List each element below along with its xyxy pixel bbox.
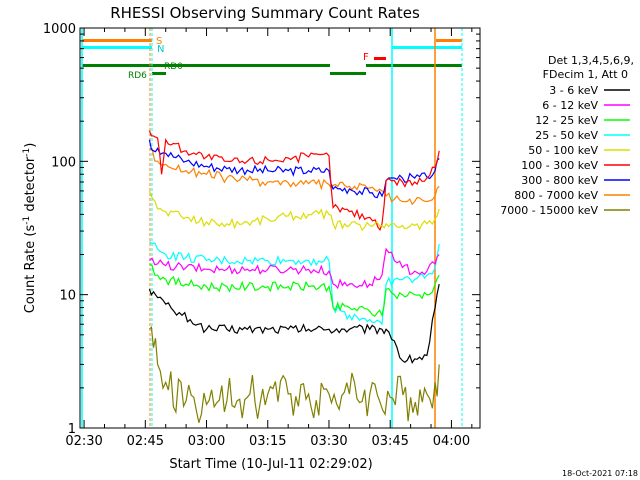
legend-label-7: 800 - 7000 keV — [514, 189, 598, 202]
saa-flag-bar-2 — [436, 39, 462, 42]
legend-header-2: FDecim 1, Att 0 — [543, 68, 628, 81]
series-line-7 — [149, 147, 440, 206]
legend-label-1: 6 - 12 keV — [542, 99, 598, 112]
legend-label-8: 7000 - 15000 keV — [500, 204, 598, 217]
flare-flag-label: F — [363, 52, 369, 63]
flare-flag-bar — [374, 57, 386, 60]
saa-flag-label: S — [156, 36, 162, 47]
decim-flag-label: RD0 — [164, 62, 183, 72]
night-flag-bar — [82, 46, 152, 49]
plot-frame — [79, 27, 481, 429]
series-line-5 — [148, 130, 440, 232]
saa-flag-bar — [82, 39, 152, 42]
night-flag-label: N — [157, 44, 164, 55]
series-line-3 — [149, 241, 440, 326]
legend-label-5: 100 - 300 keV — [521, 159, 598, 172]
series-line-4 — [148, 190, 440, 231]
night-flag-bar-2 — [392, 46, 462, 49]
legend-label-4: 50 - 100 keV — [528, 144, 598, 157]
decim-flag-bar — [82, 64, 330, 67]
legend-entries: 3 - 6 keV 6 - 12 keV 12 - 25 keV 25 - 50 ke… — [500, 84, 630, 217]
x-axis-label: Start Time (10-Jul-11 02:29:02) — [169, 457, 372, 472]
x-tick-label-2: 03:00 — [188, 434, 225, 449]
x-tick-label-1: 02:45 — [127, 434, 164, 449]
flags-group: S N RD0 RD6 F — [82, 36, 462, 81]
svg-text:Count Rate (s-1 detector-1): Count Rate (s-1 detector-1) — [22, 143, 38, 314]
legend: Det 1,3,4,5,6,9, FDecim 1, Att 0 3 - 6 k… — [500, 54, 634, 217]
x-tick-label-5: 03:45 — [371, 434, 408, 449]
decim2-flag-label: RD6 — [128, 71, 147, 81]
x-tick-label-4: 03:30 — [310, 434, 347, 449]
legend-header-1: Det 1,3,4,5,6,9, — [548, 54, 634, 67]
y-tick-label-3: 1000 — [43, 22, 76, 37]
series-line-8 — [148, 325, 440, 423]
x-tick-label-3: 03:15 — [249, 434, 286, 449]
y-tick-label-2: 100 — [51, 155, 76, 170]
decim-flag-bar-2 — [330, 72, 366, 75]
legend-label-6: 300 - 800 keV — [521, 174, 598, 187]
series-layer — [148, 130, 440, 423]
decim-flag-bar-4 — [152, 72, 166, 75]
series-line-6 — [148, 139, 440, 199]
y-tick-label-0: 1 — [68, 422, 76, 437]
y-axis-label: Count Rate (s-1 detector-1) — [22, 143, 38, 314]
chart-title: RHESSI Observing Summary Count Rates — [110, 4, 420, 22]
legend-label-3: 25 - 50 keV — [535, 129, 598, 142]
series-line-2 — [149, 263, 440, 318]
series-line-1 — [149, 247, 440, 290]
decim-flag-bar-3 — [366, 64, 462, 67]
vertical-markers — [81, 28, 463, 428]
y-tick-label-1: 10 — [59, 289, 76, 304]
legend-label-0: 3 - 6 keV — [549, 84, 598, 97]
legend-label-2: 12 - 25 keV — [535, 114, 598, 127]
series-line-0 — [148, 283, 440, 364]
x-tick-label-6: 04:00 — [433, 434, 470, 449]
ticks-layer: 02:30 02:45 03:00 03:15 03:30 03:45 04:00 1 10 10… — [43, 22, 480, 449]
x-tick-label-0: 02:30 — [65, 434, 102, 449]
timestamp: 18-Oct-2021 07:18 — [562, 469, 638, 478]
